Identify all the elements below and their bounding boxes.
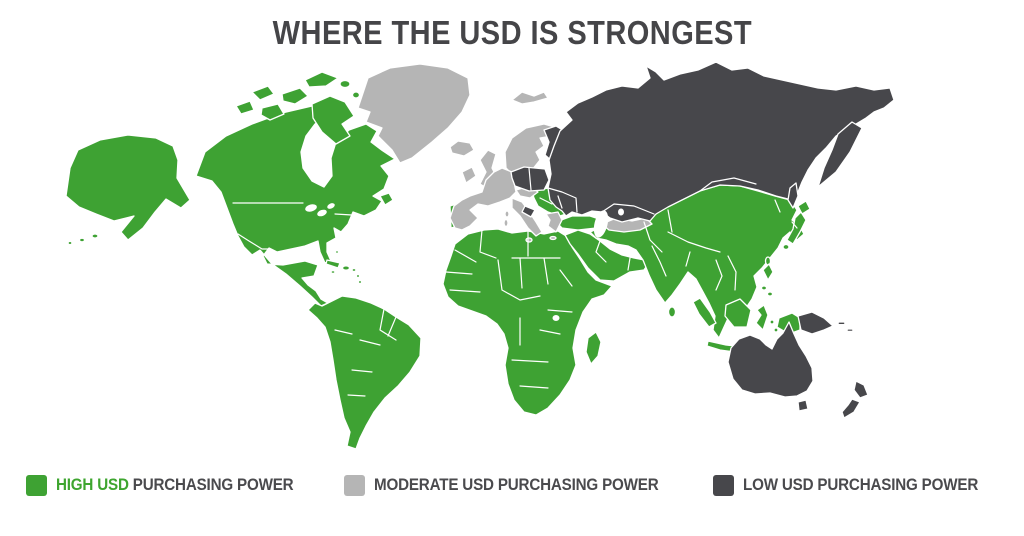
region-cuba <box>325 259 341 269</box>
region-iceland <box>449 140 475 157</box>
region-png-islands <box>846 328 854 333</box>
region-sumatra <box>692 297 717 328</box>
high-swatch <box>25 475 47 496</box>
region-puerto-rico <box>351 267 357 273</box>
country-borders <box>232 167 798 397</box>
caspian-sea <box>593 210 609 238</box>
legend: HIGH USD PURCHASING POWER MODERATE USD P… <box>0 475 1024 496</box>
region-aleutians <box>91 233 99 239</box>
legend-label-high-usd: HIGH USD <box>55 476 129 494</box>
region-sulawesi <box>755 304 769 331</box>
region-svalbard <box>511 91 549 105</box>
region-moluccas <box>769 319 775 325</box>
region-alaska <box>65 134 191 241</box>
lake-victoria <box>552 315 560 321</box>
region-bahamas <box>334 250 340 254</box>
region-kamchatka <box>817 121 863 188</box>
region-aleutians <box>67 240 73 246</box>
region-aleutians <box>78 237 86 243</box>
region-sakhalin <box>787 182 799 209</box>
legend-item-moderate: MODERATE USD PURCHASING POWER <box>343 475 683 496</box>
region-madagascar <box>585 331 602 365</box>
region-moluccas <box>773 327 779 333</box>
region-arctic-islands <box>351 91 361 99</box>
regions-low <box>510 61 895 419</box>
region-arctic-islands <box>251 85 275 101</box>
region-philippines <box>766 291 774 297</box>
region-arctic-islands <box>235 100 255 115</box>
region-corsica-sardinia <box>503 218 509 228</box>
water-bodies <box>305 203 624 321</box>
region-taiwan <box>764 256 772 266</box>
page-title: WHERE THE USD IS STRONGEST <box>272 14 752 51</box>
region-png-islands <box>837 321 846 326</box>
region-newfoundland <box>379 192 394 206</box>
region-crete <box>549 235 557 241</box>
legend-label-high-rest: PURCHASING POWER <box>128 476 294 494</box>
region-arctic-islands <box>339 79 351 89</box>
region-south-america <box>307 295 422 450</box>
region-new-zealand-north <box>853 380 869 399</box>
aral-sea <box>618 208 624 216</box>
region-tasmania <box>797 399 809 412</box>
region-jamaica <box>330 269 336 275</box>
legend-item-high: HIGH USD PURCHASING POWER <box>25 475 314 496</box>
low-swatch <box>712 475 734 496</box>
moderate-swatch <box>343 475 365 496</box>
region-antilles <box>355 273 361 279</box>
region-philippines <box>762 263 774 281</box>
region-sri-lanka <box>667 306 677 318</box>
region-papua-new-guinea <box>797 311 834 335</box>
region-ireland <box>461 166 477 184</box>
legend-label-low: LOW USD PURCHASING POWER <box>742 476 979 494</box>
region-arctic-islands <box>281 87 309 105</box>
region-corsica-sardinia <box>504 210 510 218</box>
region-antilles <box>357 279 363 285</box>
great-lake <box>305 204 317 212</box>
region-borneo <box>724 298 752 328</box>
region-greece <box>545 211 563 233</box>
region-arctic-islands <box>260 103 285 121</box>
legend-item-low: LOW USD PURCHASING POWER <box>712 475 999 496</box>
region-baffin-island <box>311 95 355 145</box>
header: WHERE THE USD IS STRONGEST <box>0 14 1024 52</box>
region-north-america <box>195 101 396 307</box>
great-lake <box>317 209 327 217</box>
region-russia <box>547 61 895 223</box>
region-croatia <box>521 205 536 218</box>
region-greenland <box>357 63 471 164</box>
region-new-zealand-south <box>841 398 861 419</box>
great-lake <box>327 203 335 209</box>
region-hispaniola <box>341 265 351 271</box>
region-japan-kyushu <box>782 243 790 251</box>
region-australia <box>727 321 814 398</box>
region-africa <box>442 228 613 416</box>
region-arctic-islands <box>304 71 339 88</box>
region-sicily <box>525 237 533 243</box>
region-philippines <box>760 285 768 291</box>
region-japan-hokkaido <box>797 200 811 215</box>
legend-label-high: HIGH USD PURCHASING POWER <box>55 476 294 495</box>
legend-label-moderate: MODERATE USD PURCHASING POWER <box>373 476 659 494</box>
